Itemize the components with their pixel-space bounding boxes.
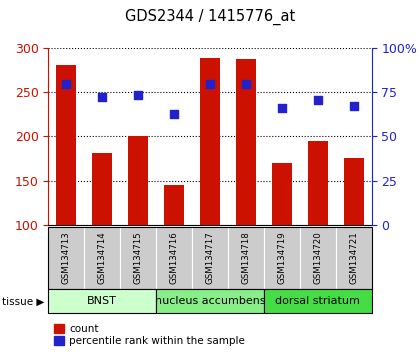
- Bar: [56, 65, 76, 225]
- Text: tissue ▶: tissue ▶: [2, 297, 45, 307]
- Text: dorsal striatum: dorsal striatum: [276, 296, 360, 306]
- Point: [350, 103, 357, 109]
- Bar: [84, 227, 120, 289]
- Text: GSM134715: GSM134715: [134, 231, 143, 284]
- Text: GSM134717: GSM134717: [205, 231, 215, 284]
- Text: GSM134721: GSM134721: [349, 231, 358, 284]
- Bar: [192, 227, 228, 289]
- Point: [207, 81, 213, 87]
- Bar: [156, 227, 192, 289]
- Text: GSM134714: GSM134714: [98, 231, 107, 284]
- Bar: [344, 158, 364, 225]
- Text: BNST: BNST: [87, 296, 117, 306]
- Text: GSM134720: GSM134720: [313, 231, 322, 284]
- Bar: [228, 227, 264, 289]
- Bar: [156, 289, 264, 313]
- Bar: [264, 227, 300, 289]
- Text: GDS2344 / 1415776_at: GDS2344 / 1415776_at: [125, 9, 295, 25]
- Text: nucleus accumbens: nucleus accumbens: [155, 296, 265, 306]
- Bar: [272, 163, 292, 225]
- Bar: [236, 59, 256, 225]
- Point: [278, 105, 285, 111]
- Text: GSM134718: GSM134718: [241, 231, 250, 284]
- Point: [135, 92, 142, 97]
- Bar: [308, 141, 328, 225]
- Bar: [336, 227, 372, 289]
- Legend: count, percentile rank within the sample: count, percentile rank within the sample: [53, 324, 245, 347]
- Text: GSM134716: GSM134716: [170, 231, 178, 284]
- Point: [99, 95, 105, 100]
- Point: [63, 81, 70, 87]
- Bar: [200, 57, 220, 225]
- Bar: [164, 185, 184, 225]
- Bar: [48, 289, 156, 313]
- Bar: [128, 136, 148, 225]
- Point: [171, 111, 177, 117]
- Bar: [264, 289, 372, 313]
- Bar: [48, 227, 84, 289]
- Point: [243, 81, 249, 87]
- Point: [315, 97, 321, 103]
- Bar: [300, 227, 336, 289]
- Bar: [120, 227, 156, 289]
- Text: GSM134713: GSM134713: [62, 231, 71, 284]
- Bar: [92, 153, 112, 225]
- Text: GSM134719: GSM134719: [277, 231, 286, 284]
